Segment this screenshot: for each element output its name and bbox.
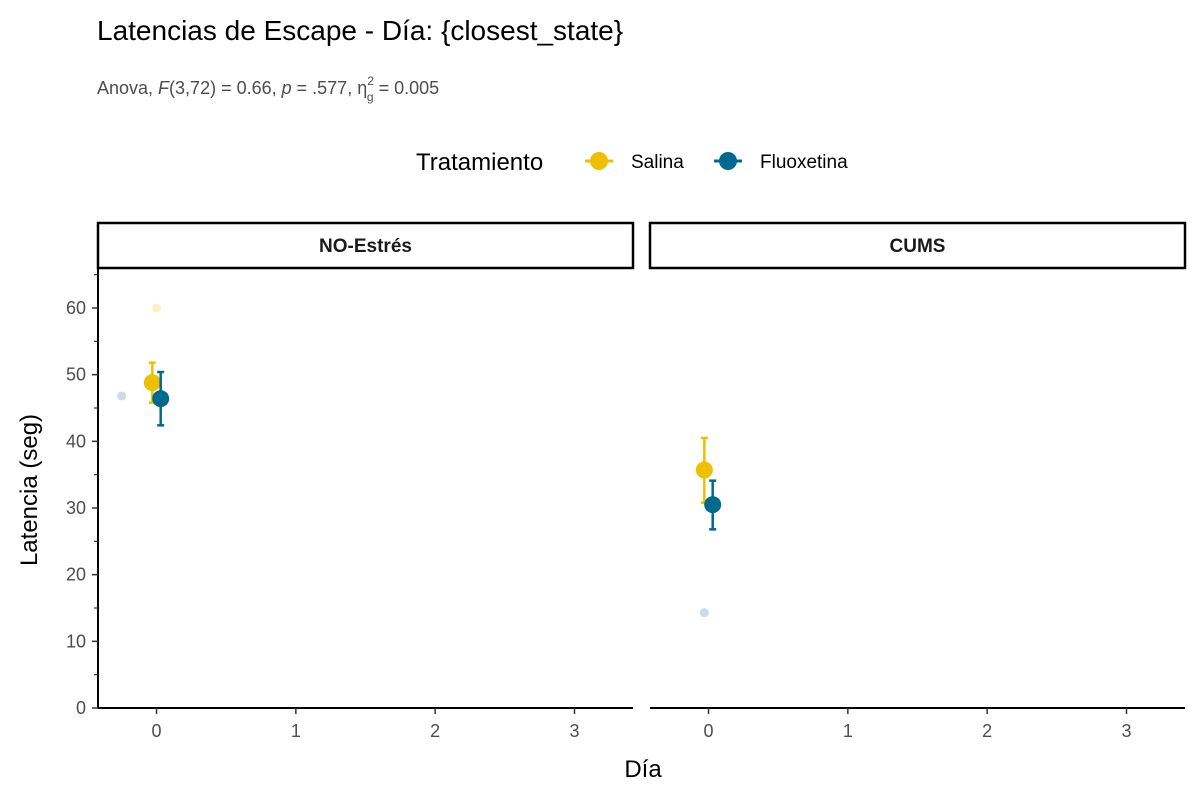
subtitle-p-label: p (281, 78, 292, 98)
mean-point-1-1 (704, 496, 722, 514)
legend-key-dot-0 (590, 152, 608, 170)
legend-label-1: Fluoxetina (760, 152, 848, 173)
raw-point-0-1-0 (117, 391, 127, 401)
chart-subtitle: Anova, F(3,72) = 0.66, p = .577, η2 g = 0… (97, 74, 439, 104)
subtitle-effect-value: = 0.005 (374, 78, 440, 98)
mean-point-0-0 (143, 374, 161, 392)
panel-1: CUMS 0 1 2 3 (648, 221, 1187, 741)
raw-point-0-0-0 (152, 303, 162, 313)
legend-key-dot-1 (719, 152, 737, 170)
panel-strip-label-1: CUMS (890, 236, 946, 257)
raw-point-1-1-0 (699, 608, 709, 618)
legend-label-0: Salina (631, 152, 684, 173)
subtitle-effect-sub: g (367, 90, 374, 104)
x-tick-label-1-3: 3 (1121, 721, 1131, 741)
panel-strip-1 (648, 221, 1187, 270)
x-tick-label-0-1: 1 (291, 721, 301, 741)
y-tick-label-5: 50 (66, 365, 86, 385)
chart-title: Latencias de Escape - Día: {closest_stat… (97, 15, 623, 46)
x-tick-label-0-2: 2 (430, 721, 440, 741)
mean-point-0-1 (152, 390, 170, 408)
panel-strip-0 (96, 221, 635, 270)
legend-title: Tratamiento (416, 149, 543, 176)
y-tick-label-6: 60 (66, 298, 86, 318)
x-tick-label-0-3: 3 (569, 721, 579, 741)
subtitle-stat: F (158, 78, 170, 98)
x-tick-label-1-0: 0 (704, 721, 714, 741)
y-tick-label-3: 30 (66, 498, 86, 518)
subtitle-effect: η (357, 78, 367, 98)
mean-point-1-0 (695, 461, 713, 479)
x-tick-label-1-2: 2 (982, 721, 992, 741)
y-tick-label-0: 0 (76, 698, 86, 718)
subtitle-effect-sup: 2 (367, 74, 374, 88)
legend: Tratamiento Salina Fluoxetina (416, 149, 848, 176)
legend-entries: Salina Fluoxetina (585, 152, 848, 173)
y-tick-label-2: 20 (66, 565, 86, 585)
y-axis-title: Latencia (seg) (16, 414, 43, 566)
y-tick-label-1: 10 (66, 631, 86, 651)
x-tick-label-0-0: 0 (152, 721, 162, 741)
subtitle-df: (3,72) = 0.66, (169, 78, 282, 98)
y-tick-label-4: 40 (66, 431, 86, 451)
panel-strip-label-0: NO-Estrés (319, 236, 412, 257)
subtitle-p-value: = .577, (292, 78, 358, 98)
x-axis-title: Día (624, 756, 662, 783)
x-tick-label-1-1: 1 (843, 721, 853, 741)
subtitle-prefix: Anova, (97, 78, 158, 98)
